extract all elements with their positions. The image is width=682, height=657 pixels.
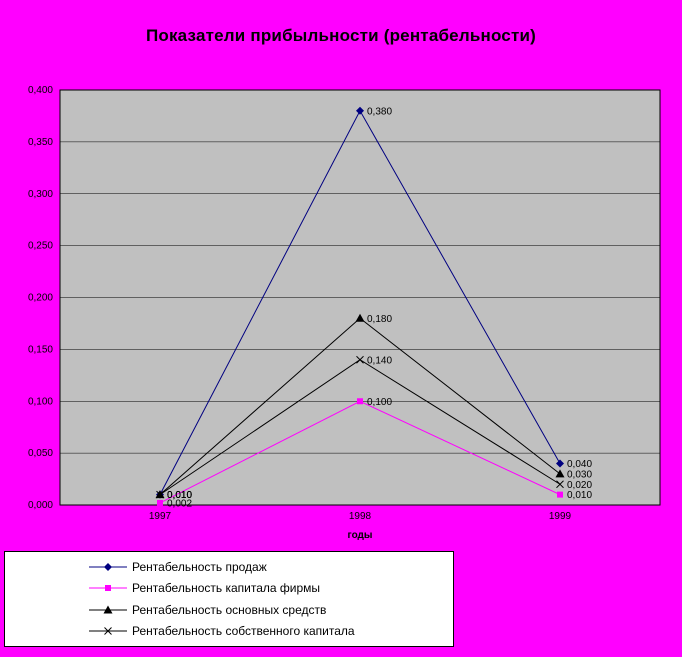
legend-item: Рентабельность основных средств [89,603,453,617]
legend-item: Рентабельность собственного капитала [89,624,453,638]
line-chart-canvas: 0,000 0,050 0,100 0,150 0,200 0,250 0,300 0,350… [28,85,661,541]
triangle-marker-icon [103,605,113,614]
x-axis-tick-label: 1998 [349,511,372,522]
legend-item: Рентабельность продаж [89,560,453,574]
y-axis-tick-label: 0,200 [28,293,53,304]
data-label: 0,010 [167,490,192,501]
y-axis-tick-label: 0,100 [28,396,53,407]
legend-triangle-marker-icon [89,605,127,614]
data-label: 0,002 [167,498,192,509]
y-axis-tick-label: 0,150 [28,344,53,355]
x-marker-icon [156,490,164,499]
data-label: 0,030 [567,469,592,480]
data-label: 0,180 [367,314,392,325]
data-label: 0,010 [167,490,192,501]
data-label: 0,100 [367,397,392,408]
y-axis-tick-label: 0,350 [28,137,53,148]
chart-title: Показатели прибыльности (рентабельности) [145,26,537,45]
diamond-marker-icon [556,459,564,468]
x-axis-title: годы [348,530,373,541]
data-label: 0,380 [367,106,392,117]
y-axis-tick-label: 0,050 [28,448,53,459]
data-label: 0,140 [367,355,392,366]
legend-label: Рентабельность капитала фирмы [132,581,321,596]
legend-label: Рентабельность собственного капитала [132,624,355,639]
square-marker-icon [105,585,111,592]
x-marker-icon [556,480,564,489]
data-label: 0,010 [167,490,192,501]
diamond-marker-icon [104,562,112,571]
data-label: 0,010 [567,490,592,501]
x-marker-icon [104,627,112,636]
y-axis-tick-label: 0,000 [28,500,53,511]
x-axis-tick-label: 1999 [549,511,572,522]
legend-item: Рентабельность капитала фирмы [89,581,453,595]
legend-label: Рентабельность продаж [132,559,267,574]
square-marker-icon [557,491,563,498]
y-axis-tick-label: 0,300 [28,189,53,200]
data-label: 0,020 [567,480,592,491]
x-axis-tick-label: 1997 [149,511,172,522]
legend-diamond-marker-icon [89,562,127,571]
diamond-marker-icon [356,106,364,115]
data-label: 0,040 [567,459,592,470]
chart-legend: Рентабельность продаж Рентабельность капи… [4,551,454,647]
legend-x-marker-icon [89,627,127,636]
legend-square-marker-icon [89,585,127,592]
triangle-marker-icon [555,469,565,478]
x-marker-icon [356,355,364,364]
square-marker-icon [357,398,363,405]
y-axis-tick-label: 0,250 [28,241,53,252]
legend-label: Рентабельность основных средств [132,602,327,617]
triangle-marker-icon [355,313,365,322]
square-marker-icon [157,499,163,506]
y-axis-tick-label: 0,400 [28,85,53,96]
